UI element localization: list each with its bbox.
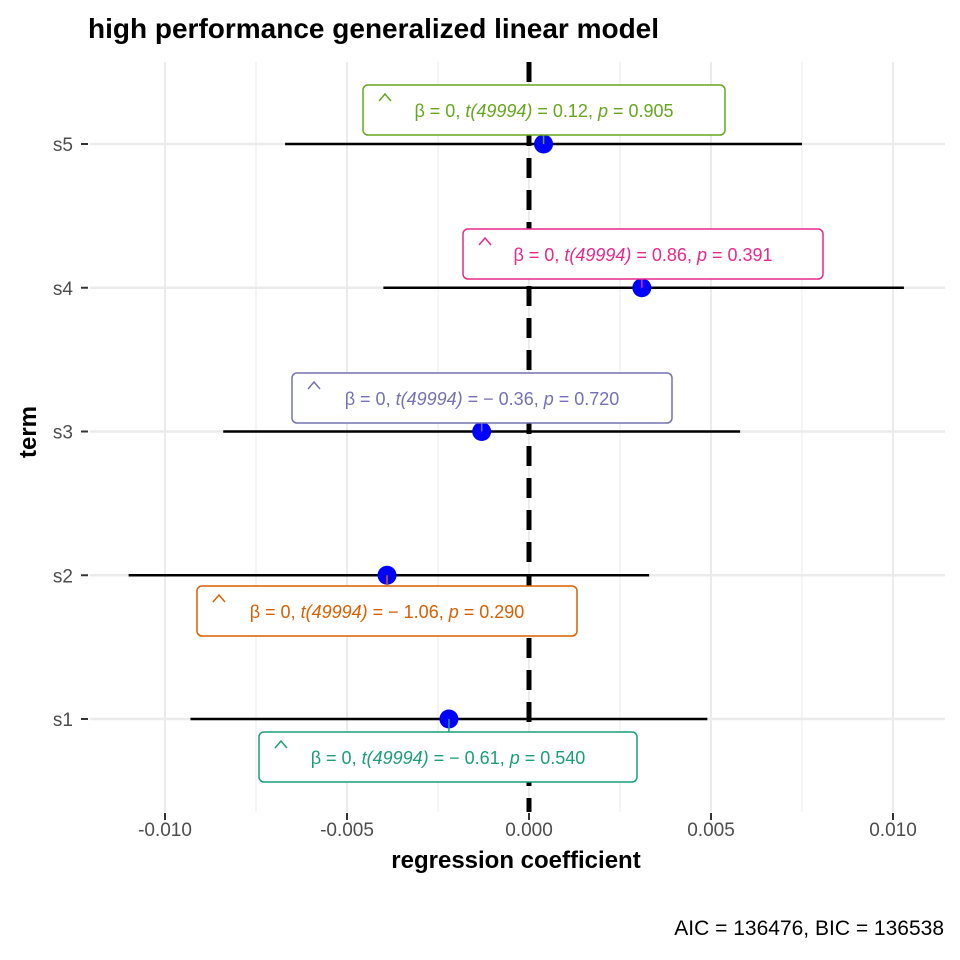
x-tick-label: -0.005 (320, 820, 374, 841)
label-beta: β = 0, (513, 245, 559, 265)
chart-title: high performance generalized linear mode… (88, 13, 659, 44)
label-p-value: = 0.905 (608, 101, 674, 121)
label-t-value: = − 0.36, (463, 389, 539, 409)
grid (90, 62, 945, 812)
label-beta: β = 0, (345, 389, 391, 409)
label-text-s5: β = 0, t(49994) = 0.12, p = 0.905 (414, 101, 673, 121)
label-beta: β = 0, (311, 748, 357, 768)
beta-hat-s4 (478, 236, 492, 246)
y-tick-label-s1: s1 (53, 710, 73, 731)
label-p-symbol: p (696, 245, 707, 265)
label-t-value: = 0.86, (631, 245, 692, 265)
label-beta: β = 0, (250, 602, 296, 622)
label-box-s3 (291, 372, 673, 424)
beta-hat-s1 (274, 739, 288, 749)
label-t-df: t(49994) (564, 245, 631, 265)
beta-hat-s5 (378, 92, 392, 102)
label-p-value: = 0.540 (520, 748, 586, 768)
y-tick-label-s2: s2 (53, 566, 73, 587)
label-p-value: = 0.391 (707, 245, 773, 265)
axes: s1 s2 s3 s4 s5 -0.010 -0.005 0.000 0.005 0.010 (53, 135, 917, 841)
label-t-value: = − 1.06, (368, 602, 444, 622)
label-text-s2: β = 0, t(49994) = − 1.06, p = 0.290 (250, 602, 525, 622)
label-p-symbol: p (448, 602, 459, 622)
label-t-value: = 0.12, (532, 101, 593, 121)
label-p-symbol: p (543, 389, 554, 409)
x-tick-label: 0.000 (505, 820, 553, 841)
label-p-symbol: p (597, 101, 608, 121)
label-box-s5 (362, 84, 726, 136)
y-axis-title: term (15, 406, 42, 458)
beta-hat-s2 (212, 593, 226, 603)
label-t-value: = − 0.61, (429, 748, 505, 768)
label-p-symbol: p (509, 748, 520, 768)
label-t-df: t(49994) (362, 748, 429, 768)
label-text-s4: β = 0, t(49994) = 0.86, p = 0.391 (513, 245, 772, 265)
x-axis-title: regression coefficient (391, 847, 640, 874)
label-p-value: = 0.720 (554, 389, 620, 409)
y-tick-label-s5: s5 (53, 135, 73, 156)
x-tick-label: -0.010 (138, 820, 192, 841)
label-box-s4 (462, 228, 824, 280)
model-fit-caption: AIC = 136476, BIC = 136538 (674, 917, 944, 940)
beta-hat-s3 (307, 380, 321, 390)
label-beta: β = 0, (414, 101, 460, 121)
x-tick-label: 0.010 (869, 820, 917, 841)
label-t-df: t(49994) (465, 101, 532, 121)
x-tick-label: 0.005 (687, 820, 735, 841)
label-box-s2 (196, 585, 578, 637)
label-box-s1 (258, 731, 638, 783)
y-tick-label-s3: s3 (53, 423, 73, 444)
label-t-df: t(49994) (301, 602, 368, 622)
label-p-value: = 0.290 (459, 602, 525, 622)
label-text-s3: β = 0, t(49994) = − 0.36, p = 0.720 (345, 389, 620, 409)
label-text-s1: β = 0, t(49994) = − 0.61, p = 0.540 (311, 748, 586, 768)
y-tick-label-s4: s4 (53, 279, 74, 300)
label-t-df: t(49994) (396, 389, 463, 409)
